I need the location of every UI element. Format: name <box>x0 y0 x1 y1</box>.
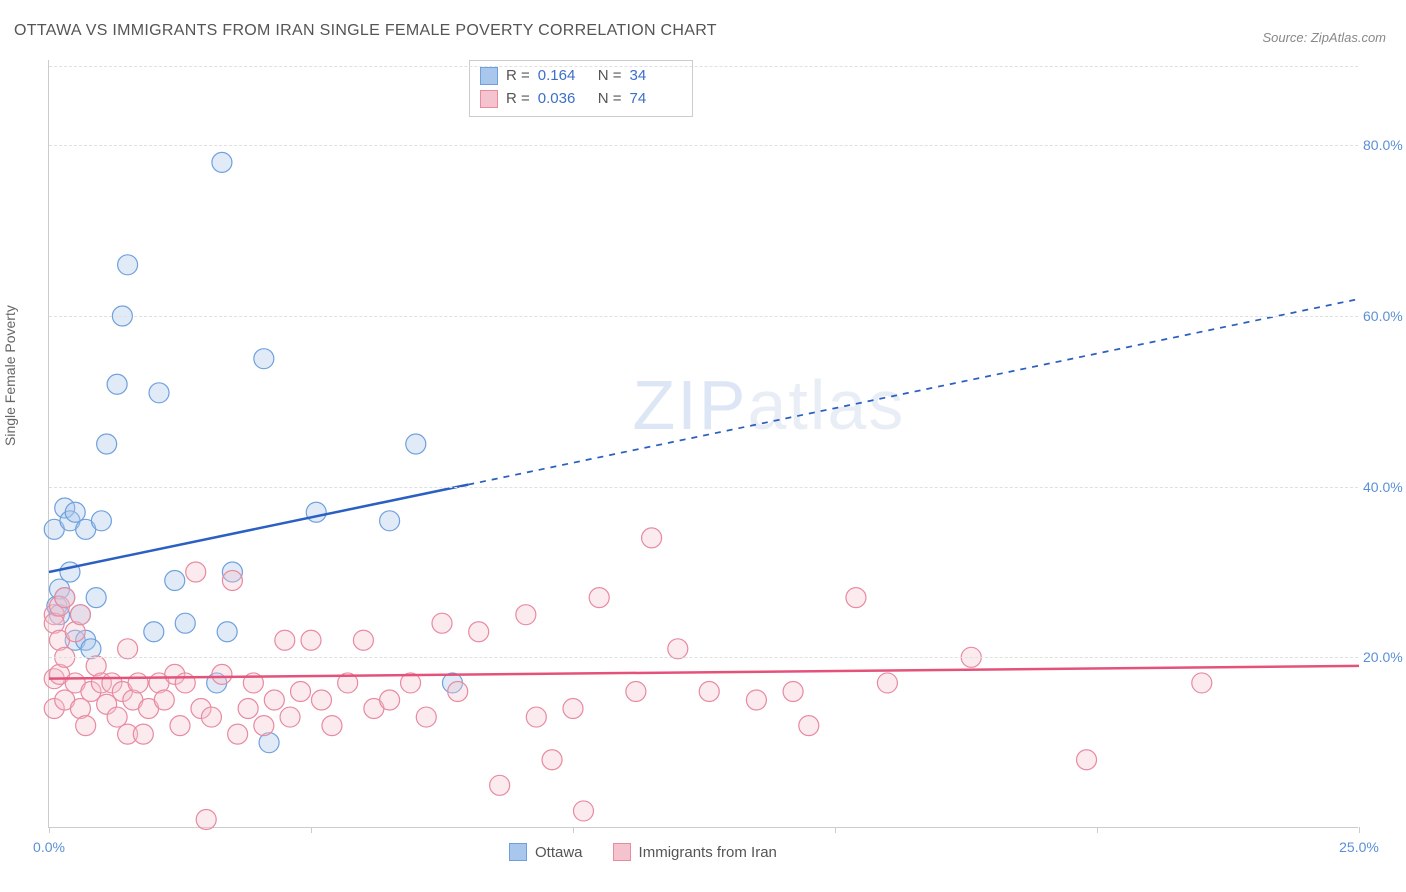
y-tick-label: 20.0% <box>1363 649 1406 665</box>
data-point <box>877 673 897 693</box>
data-point <box>264 690 284 710</box>
data-point <box>542 750 562 770</box>
x-tick-mark <box>1097 827 1098 833</box>
chart-svg <box>49 60 1358 827</box>
trend-line <box>49 485 468 572</box>
data-point <box>175 673 195 693</box>
x-tick-mark <box>311 827 312 833</box>
gridline-h <box>49 145 1358 146</box>
y-axis-label: Single Female Poverty <box>2 305 18 446</box>
data-point <box>133 724 153 744</box>
data-point <box>144 622 164 642</box>
data-point <box>301 630 321 650</box>
data-point <box>311 690 331 710</box>
data-point <box>306 502 326 522</box>
data-point <box>170 716 190 736</box>
data-point <box>217 622 237 642</box>
plot-area: ZIPatlas R = 0.164 N = 34 R = 0.036 N = … <box>48 60 1358 828</box>
legend-label-ottawa: Ottawa <box>535 844 583 861</box>
y-tick-label: 40.0% <box>1363 479 1406 495</box>
legend: Ottawa Immigrants from Iran <box>509 843 777 861</box>
data-point <box>799 716 819 736</box>
data-point <box>573 801 593 821</box>
data-point <box>563 699 583 719</box>
data-point <box>76 716 96 736</box>
y-tick-label: 60.0% <box>1363 308 1406 324</box>
data-point <box>353 630 373 650</box>
data-point <box>186 562 206 582</box>
data-point <box>448 681 468 701</box>
data-point <box>275 630 295 650</box>
chart-container: OTTAWA VS IMMIGRANTS FROM IRAN SINGLE FE… <box>0 0 1406 892</box>
data-point <box>516 605 536 625</box>
data-point <box>668 639 688 659</box>
data-point <box>254 349 274 369</box>
y-tick-label: 80.0% <box>1363 137 1406 153</box>
data-point <box>55 588 75 608</box>
data-point <box>228 724 248 744</box>
legend-swatch-iran <box>613 843 631 861</box>
data-point <box>254 716 274 736</box>
legend-item-iran: Immigrants from Iran <box>613 843 777 861</box>
gridline-h <box>49 657 1358 658</box>
data-point <box>589 588 609 608</box>
gridline-h <box>49 316 1358 317</box>
data-point <box>118 255 138 275</box>
gridline-h <box>49 487 1358 488</box>
data-point <box>469 622 489 642</box>
data-point <box>165 571 185 591</box>
data-point <box>416 707 436 727</box>
x-tick-mark <box>835 827 836 833</box>
data-point <box>699 681 719 701</box>
data-point <box>291 681 311 701</box>
gridline-h <box>49 66 1358 67</box>
data-point <box>91 511 111 531</box>
data-point <box>65 502 85 522</box>
data-point <box>86 588 106 608</box>
source-attribution: Source: ZipAtlas.com <box>1262 30 1386 45</box>
data-point <box>107 374 127 394</box>
data-point <box>526 707 546 727</box>
data-point <box>1077 750 1097 770</box>
data-point <box>846 588 866 608</box>
data-point <box>107 707 127 727</box>
data-point <box>380 690 400 710</box>
data-point <box>626 681 646 701</box>
data-point <box>322 716 342 736</box>
data-point <box>149 383 169 403</box>
data-point <box>406 434 426 454</box>
data-point <box>222 571 242 591</box>
data-point <box>212 152 232 172</box>
data-point <box>280 707 300 727</box>
data-point <box>70 605 90 625</box>
x-tick-mark <box>573 827 574 833</box>
data-point <box>432 613 452 633</box>
legend-label-iran: Immigrants from Iran <box>639 844 777 861</box>
data-point <box>238 699 258 719</box>
data-point <box>118 639 138 659</box>
trend-line <box>49 666 1359 679</box>
data-point <box>490 775 510 795</box>
data-point <box>154 690 174 710</box>
x-tick-label: 0.0% <box>33 839 65 855</box>
data-point <box>380 511 400 531</box>
x-tick-mark <box>49 827 50 833</box>
legend-item-ottawa: Ottawa <box>509 843 583 861</box>
chart-title: OTTAWA VS IMMIGRANTS FROM IRAN SINGLE FE… <box>14 22 717 40</box>
legend-swatch-ottawa <box>509 843 527 861</box>
data-point <box>783 681 803 701</box>
x-tick-mark <box>1359 827 1360 833</box>
x-tick-label: 25.0% <box>1339 839 1379 855</box>
data-point <box>97 434 117 454</box>
data-point <box>128 673 148 693</box>
data-point <box>201 707 221 727</box>
data-point <box>746 690 766 710</box>
data-point <box>212 664 232 684</box>
data-point <box>196 809 216 829</box>
data-point <box>642 528 662 548</box>
trend-line-extrapolated <box>468 299 1359 485</box>
data-point <box>1192 673 1212 693</box>
data-point <box>175 613 195 633</box>
